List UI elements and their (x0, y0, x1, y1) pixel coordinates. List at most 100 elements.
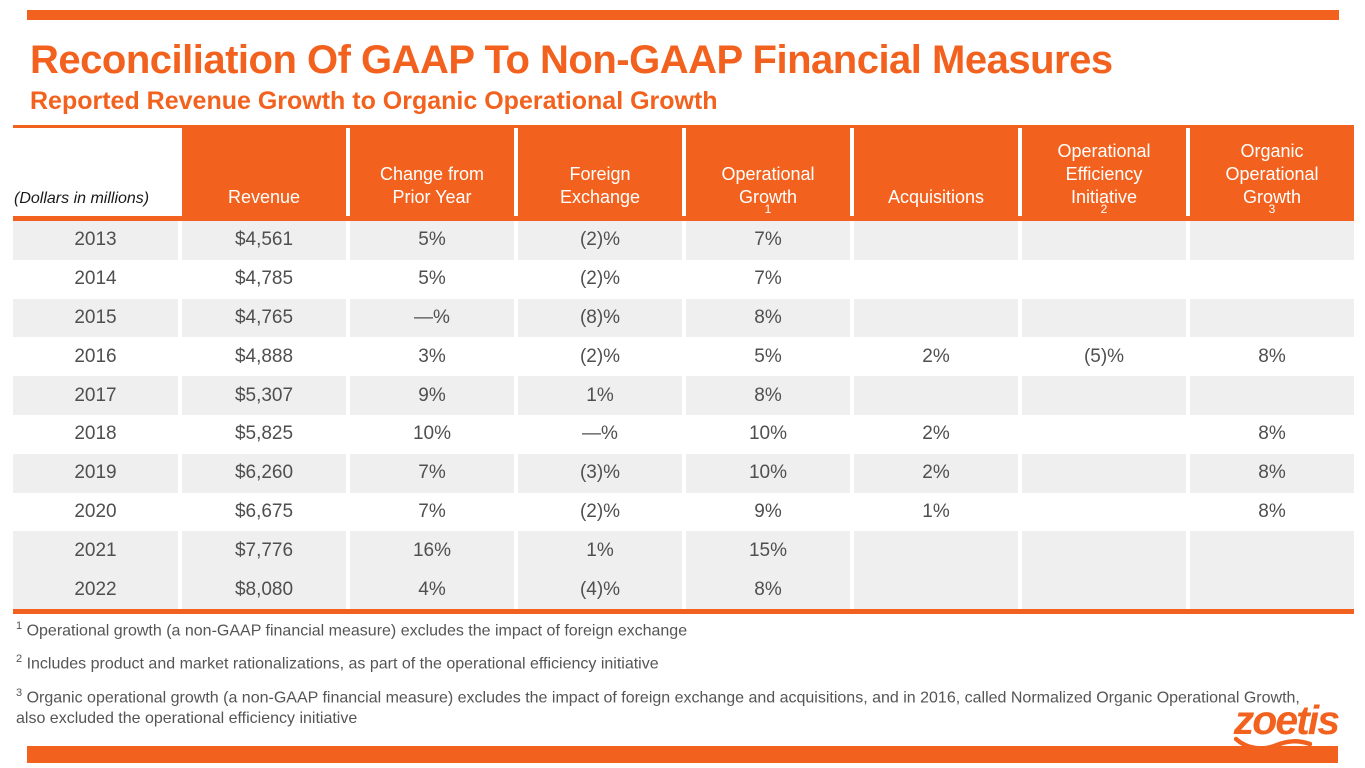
footnotes: 1 Operational growth (a non-GAAP financi… (16, 616, 1301, 737)
value-cell: 1% (854, 492, 1018, 532)
year-cell: 2015 (13, 298, 178, 338)
column-header-operational-growth: Operational Growth 1 (686, 128, 850, 216)
value-cell: (8)% (518, 298, 682, 338)
value-cell: (2)% (518, 221, 682, 260)
top-accent-bar (27, 10, 1339, 20)
value-cell: 7% (686, 221, 850, 260)
value-cell (1190, 259, 1354, 299)
footnote-3: 3 Organic operational growth (a non-GAAP… (16, 686, 1300, 727)
value-cell: 8% (1190, 337, 1354, 377)
value-cell (1022, 531, 1186, 571)
year-cell: 2016 (13, 337, 178, 377)
value-cell: 8% (686, 570, 850, 609)
table-top-rule (13, 125, 1354, 128)
year-cell: 2017 (13, 376, 178, 415)
value-cell (854, 298, 1018, 338)
reconciliation-table: (Dollars in millions) Revenue Change from… (13, 125, 1354, 614)
table-row-2021: 2021 $7,776 16% 1% 15% (13, 531, 1354, 571)
table-row-2016: 2016 $4,888 3% (2)% 5% 2% (5)% 8% (13, 337, 1354, 377)
column-header-operational-efficiency-initiative: Operational Efficiency Initiative 2 (1022, 128, 1186, 216)
table-row-2018: 2018 $5,825 10% —% 10% 2% 8% (13, 414, 1354, 454)
table-row-2015: 2015 $4,765 —% (8)% 8% (13, 298, 1354, 338)
value-cell (854, 570, 1018, 609)
value-cell: 7% (350, 492, 514, 532)
table-row-2017: 2017 $5,307 9% 1% 8% (13, 376, 1354, 415)
table-body: 2013 $4,561 5% (2)% 7% 2014 $4,785 5% (2)% 7% 2015… (13, 221, 1354, 609)
value-cell (1022, 376, 1186, 415)
value-cell: $5,825 (182, 414, 346, 454)
value-cell: $4,785 (182, 259, 346, 299)
value-cell: 1% (518, 531, 682, 571)
footnote-1: 1 Operational growth (a non-GAAP financi… (16, 620, 688, 640)
value-cell: 7% (686, 259, 850, 299)
year-cell: 2014 (13, 259, 178, 299)
value-cell (854, 531, 1018, 571)
year-cell: 2021 (13, 531, 178, 571)
column-header-revenue: Revenue (182, 128, 346, 216)
value-cell: (5)% (1022, 337, 1186, 377)
value-cell: —% (350, 298, 514, 338)
value-cell (854, 376, 1018, 415)
column-header-change-from-prior-year: Change from Prior Year (350, 128, 514, 216)
year-cell: 2022 (13, 570, 178, 609)
slide-subtitle: Reported Revenue Growth to Organic Opera… (30, 87, 718, 115)
value-cell: 9% (686, 492, 850, 532)
value-cell: $6,675 (182, 492, 346, 532)
value-cell: 5% (350, 259, 514, 299)
value-cell: 2% (854, 453, 1018, 493)
column-header-acquisitions: Acquisitions (854, 128, 1018, 216)
value-cell (1190, 570, 1354, 609)
year-cell: 2019 (13, 453, 178, 493)
value-cell: 10% (686, 453, 850, 493)
slide-title: Reconciliation Of GAAP To Non-GAAP Finan… (30, 38, 1113, 82)
table-bottom-rule (13, 608, 1354, 614)
value-cell: (2)% (518, 259, 682, 299)
year-cell: 2020 (13, 492, 178, 532)
value-cell: 8% (1190, 492, 1354, 532)
value-cell: 2% (854, 414, 1018, 454)
column-header-foreign-exchange: Foreign Exchange (518, 128, 682, 216)
value-cell (1022, 570, 1186, 609)
units-label: (Dollars in millions) (13, 128, 178, 216)
value-cell (1190, 531, 1354, 571)
value-cell (1022, 298, 1186, 338)
zoetis-logo: zoetis (1233, 697, 1340, 751)
value-cell: 9% (350, 376, 514, 415)
table-row-2022: 2022 $8,080 4% (4)% 8% (13, 570, 1354, 609)
value-cell: 8% (686, 298, 850, 338)
value-cell: 10% (686, 414, 850, 454)
value-cell: 2% (854, 337, 1018, 377)
table-header-underline (13, 216, 1354, 221)
value-cell: $4,561 (182, 221, 346, 260)
value-cell: 8% (686, 376, 850, 415)
value-cell: (2)% (518, 492, 682, 532)
value-cell (1190, 221, 1354, 260)
table-row-2020: 2020 $6,675 7% (2)% 9% 1% 8% (13, 492, 1354, 532)
value-cell: 15% (686, 531, 850, 571)
zoetis-logo-text: zoetis (1233, 697, 1340, 743)
value-cell: 10% (350, 414, 514, 454)
value-cell: 3% (350, 337, 514, 377)
value-cell: 4% (350, 570, 514, 609)
value-cell: —% (518, 414, 682, 454)
value-cell: 5% (686, 337, 850, 377)
value-cell (1022, 221, 1186, 260)
value-cell (1190, 298, 1354, 338)
bottom-accent-bar (27, 746, 1338, 763)
value-cell (854, 259, 1018, 299)
value-cell: (3)% (518, 453, 682, 493)
value-cell: $4,888 (182, 337, 346, 377)
value-cell: $6,260 (182, 453, 346, 493)
value-cell: 16% (350, 531, 514, 571)
value-cell: 8% (1190, 414, 1354, 454)
value-cell (1022, 492, 1186, 532)
value-cell: 7% (350, 453, 514, 493)
footnote-2: 2 Includes product and market rationaliz… (16, 653, 659, 673)
value-cell (854, 221, 1018, 260)
table-row-2014: 2014 $4,785 5% (2)% 7% (13, 259, 1354, 299)
year-cell: 2018 (13, 414, 178, 454)
value-cell (1022, 453, 1186, 493)
value-cell: $5,307 (182, 376, 346, 415)
value-cell: $4,765 (182, 298, 346, 338)
value-cell (1022, 259, 1186, 299)
